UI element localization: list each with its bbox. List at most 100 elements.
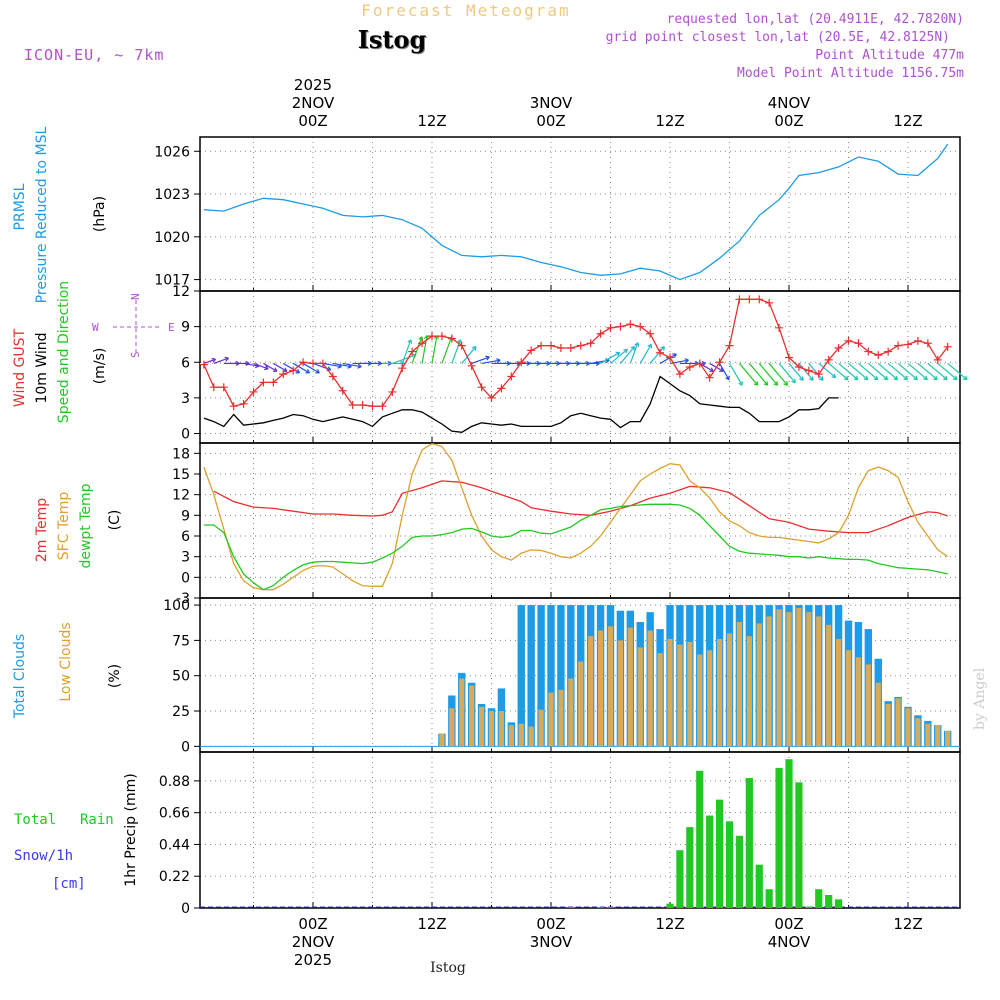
wind-gust-line-marker <box>467 361 476 370</box>
low-cloud-bar <box>786 612 792 747</box>
wind-arrow-shaft <box>738 363 759 386</box>
rain-bar <box>825 895 833 908</box>
wind-arrow-shaft <box>273 362 288 372</box>
wind-gust-line-marker <box>765 298 774 307</box>
wind-arrow <box>481 358 501 365</box>
low-cloud-bar <box>647 630 653 747</box>
wind-gust-line-marker <box>933 355 942 364</box>
low-cloud-bar <box>736 622 743 747</box>
wind-arrow-head <box>873 375 879 381</box>
wind-gust-line-marker <box>199 360 208 369</box>
wind-arrow-shaft <box>887 362 908 381</box>
low-cloud-bar <box>687 641 693 747</box>
wind-arrow-head <box>791 378 796 384</box>
temp-dewpoint-line <box>203 503 948 591</box>
wind-gust-line-marker <box>913 336 922 345</box>
wind-arrow-head <box>763 381 769 386</box>
wind-arrow <box>292 362 310 374</box>
wind-arrow-head <box>630 346 636 351</box>
low-cloud-bar <box>915 718 921 747</box>
wind-arrow-head <box>799 376 804 381</box>
model-name: ICON-EU, ~ 7km <box>24 46 164 64</box>
low-cloud-bar <box>627 627 633 747</box>
rain-bar <box>775 767 783 908</box>
wind-arrow <box>600 351 621 364</box>
low-cloud-bar <box>677 644 683 747</box>
wind-gust-line-marker <box>785 353 793 362</box>
pressure-frame <box>199 136 961 292</box>
wind-gust-line-marker <box>457 341 466 350</box>
plot-layer: 1017 1020 1023 1026 0 3 6 9 12 -3 0 3 6 9 12 15 18 0 25 50 7… <box>154 76 968 969</box>
wind-arrow-shaft <box>867 362 889 381</box>
low-cloud-bar <box>498 711 505 747</box>
wind-gust-line-marker <box>547 341 555 350</box>
wind-arrow-shaft <box>768 363 788 386</box>
wind-arrow <box>728 363 743 386</box>
wind-gust-line-marker <box>338 386 347 395</box>
wind-arrow-shaft <box>431 335 438 364</box>
wind-gust-line-marker <box>537 341 546 350</box>
wind-arrow <box>937 362 958 381</box>
precip-ytick-label: 0.22 <box>159 869 190 885</box>
low-cloud-bar <box>905 708 911 747</box>
wind-arrow <box>828 362 849 381</box>
wind-gust-line-marker <box>834 344 843 352</box>
wind-arrow-shaft <box>302 362 320 374</box>
low-cloud-bar <box>925 723 931 747</box>
temp-ytick-label: 12 <box>172 488 190 504</box>
wind-gust-line-marker <box>447 334 456 343</box>
wind-gust-line-marker <box>685 363 694 371</box>
rain-bar <box>834 899 843 908</box>
wind-gust-line-marker <box>884 347 893 356</box>
wind-arrow <box>639 343 652 364</box>
compass-east: E <box>168 321 175 334</box>
wind-arrow-shaft <box>818 362 836 379</box>
wind-gust-line-marker <box>794 363 803 371</box>
low-cloud-bar <box>637 647 643 747</box>
bottom-time-label: 12Z <box>893 915 922 933</box>
wind-arrow <box>203 357 217 365</box>
wind-gust-line-marker <box>229 402 238 411</box>
wind-gust-line-marker <box>428 332 436 341</box>
wind-arrow <box>867 362 889 381</box>
pressure-label-unit: (hPa) <box>92 196 108 232</box>
wind-gust-line-marker <box>923 339 932 348</box>
precip-ytick-label: 0.44 <box>159 837 190 853</box>
wind-arrow <box>788 363 804 381</box>
wind-gust-line-marker <box>477 383 486 392</box>
low-cloud-bar <box>935 725 941 747</box>
low-cloud-bar <box>746 636 752 747</box>
wind-arrow-head <box>738 381 743 386</box>
clouds-label-unit: (%) <box>107 664 123 688</box>
low-cloud-bar <box>478 706 485 747</box>
wind-arrow-head <box>719 367 724 372</box>
footer-location: Istog <box>430 960 466 976</box>
temp-ytick-label: 15 <box>172 467 190 483</box>
temp-2m-line <box>213 480 948 534</box>
wind-arrow-shaft <box>728 363 743 386</box>
wind-arrow-shaft <box>243 362 260 367</box>
wind-arrow-head <box>224 356 229 362</box>
wind-arrow-shaft <box>828 362 849 381</box>
wind-gust-line-marker <box>695 359 704 368</box>
wind-gust-line-marker <box>616 322 625 331</box>
temp-ytick-label: 6 <box>181 529 190 545</box>
wind-arrow <box>907 362 928 381</box>
low-cloud-bar <box>469 685 475 747</box>
wind-arrow-shaft <box>659 353 677 364</box>
total-cloud-bar <box>567 605 575 747</box>
wind-label-10m: 10m Wind <box>34 332 50 403</box>
wind-gust-line-marker <box>894 341 903 350</box>
wind-arrow-shaft <box>838 362 859 381</box>
wind-gust-line-marker <box>289 366 298 375</box>
wind-gust-line-marker <box>249 387 258 396</box>
wind-arrow-head <box>843 375 849 381</box>
low-cloud-bar <box>449 708 455 747</box>
temp-ytick-label: -3 <box>176 591 190 607</box>
wind-gust-line-marker <box>874 351 883 360</box>
rain-bar <box>765 889 773 908</box>
wind-arrow-shaft <box>203 358 216 365</box>
wind-gust-line-marker <box>854 339 863 348</box>
wind-arrow <box>808 363 824 381</box>
rain-bar <box>715 799 724 908</box>
